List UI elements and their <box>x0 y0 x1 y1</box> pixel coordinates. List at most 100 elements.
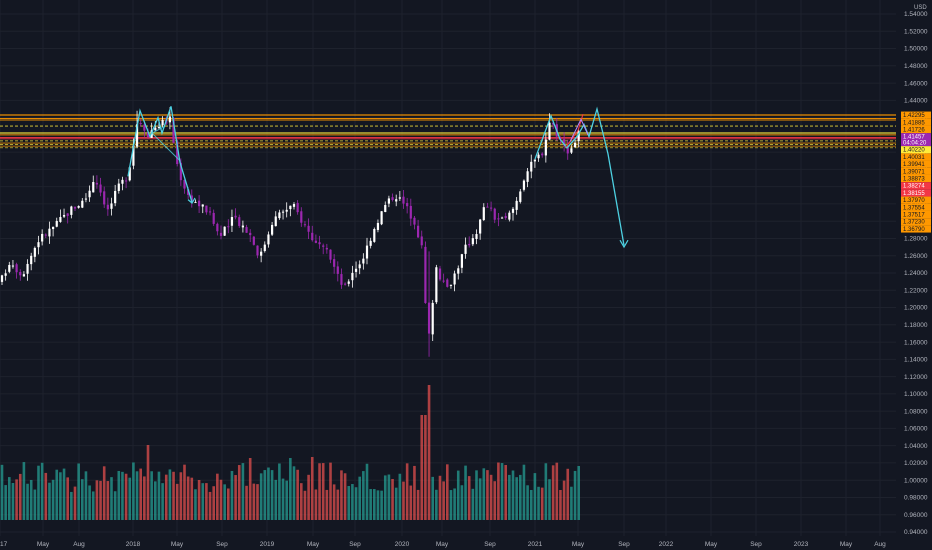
candle-body <box>121 179 124 184</box>
price-tag-label: 1.37554 <box>903 205 925 211</box>
candle-body <box>530 161 533 172</box>
volume-bar <box>383 475 387 520</box>
volume-bar <box>376 490 380 520</box>
candle-body <box>19 272 22 276</box>
price-tag-label: 1.38155 <box>903 191 925 197</box>
candle-body <box>559 137 562 140</box>
candle-body <box>117 183 120 191</box>
price-tag-label: 1.40220 <box>903 148 925 154</box>
candle-body <box>278 212 281 219</box>
price-tick-label: 1.12000 <box>904 374 928 381</box>
candle-body <box>11 265 15 267</box>
volume-bar <box>281 478 285 520</box>
volume-bar <box>22 462 26 520</box>
volume-bar <box>551 465 555 520</box>
candle-body <box>406 203 409 207</box>
time-tick-label: May <box>37 541 50 548</box>
candle-body <box>563 139 566 146</box>
candle-body <box>172 118 175 143</box>
price-tick-label: 1.08000 <box>904 408 928 415</box>
time-tick-label: May <box>572 541 585 548</box>
candle-body <box>347 281 350 284</box>
candle-body <box>475 234 478 240</box>
volume-bar <box>310 457 314 520</box>
candle-body <box>263 244 266 252</box>
horizontal-levels <box>0 114 896 149</box>
price-tag <box>901 210 931 219</box>
candle-body <box>77 206 80 208</box>
volume-bar <box>66 477 69 520</box>
time-axis[interactable]: 17 May Aug 2018 May Sep 2019 May Sep 2020 May Sep 20… <box>0 536 932 550</box>
volume-bar <box>179 472 183 520</box>
volume-bar <box>40 462 44 520</box>
candle-body <box>110 203 113 209</box>
volume-bar <box>26 483 29 520</box>
volume-bar <box>347 486 351 520</box>
volume-bar <box>453 488 456 520</box>
volume-bar <box>504 464 507 520</box>
arrow-head <box>187 197 196 204</box>
time-tick-label: Sep <box>484 541 496 548</box>
volume-bar <box>325 489 329 520</box>
purple-wedge-line <box>569 118 589 142</box>
candle-body <box>230 217 234 226</box>
price-tick-label: 1.44000 <box>904 98 928 105</box>
volume-bar <box>449 490 453 520</box>
candle-body <box>497 218 500 220</box>
time-tick-label: 2020 <box>395 541 410 548</box>
price-tag <box>901 125 931 134</box>
volume-bar <box>91 491 95 520</box>
volume-bar <box>121 471 124 520</box>
candle-body <box>446 279 449 287</box>
candle-body <box>413 217 416 225</box>
candle-body <box>114 190 117 204</box>
candle-body <box>212 212 215 224</box>
candle-body <box>139 123 142 125</box>
candle-body <box>4 273 7 276</box>
price-tag <box>901 189 931 197</box>
volume-bar <box>245 485 248 520</box>
candle-body <box>384 205 387 212</box>
candle-body <box>369 240 372 246</box>
volume-bar <box>420 415 424 520</box>
volume-bar <box>223 484 226 520</box>
candle-body <box>84 198 88 200</box>
price-tag <box>901 225 931 233</box>
candle-body <box>205 205 208 213</box>
candle-body <box>190 195 193 203</box>
candle-body <box>508 212 511 220</box>
candle-body <box>70 206 73 215</box>
volume-bar <box>519 474 522 520</box>
candle-body <box>314 240 317 243</box>
candle-body <box>533 159 536 162</box>
price-axis[interactable]: USD 1.54000 1.52000 1.50000 1.48000 1.46000 1… <box>896 0 932 536</box>
candle-body <box>252 236 255 245</box>
candle-body <box>468 243 471 246</box>
candle-body <box>15 264 18 273</box>
price-tag <box>901 153 931 161</box>
price-tick-label: 1.20000 <box>904 305 928 312</box>
volume-bar <box>143 476 146 520</box>
time-tick-label: 2023 <box>794 541 809 548</box>
candle-body <box>26 263 29 274</box>
price-tick-label: 1.22000 <box>904 287 928 294</box>
projection-arrow-head <box>619 239 629 249</box>
candle-body <box>300 211 303 223</box>
volume-bar <box>102 466 106 520</box>
volume-bar <box>172 471 175 520</box>
volume-bar <box>88 485 91 520</box>
candle-body <box>325 247 328 250</box>
volume-bar <box>424 415 427 520</box>
volume-bar <box>4 485 7 520</box>
volume-bar <box>139 468 142 520</box>
price-tick-label: 1.16000 <box>904 339 928 346</box>
volume-bar <box>559 490 562 520</box>
candle-body <box>249 232 252 236</box>
candle-body <box>179 162 182 181</box>
volume-bar <box>0 464 4 520</box>
candle-body <box>486 206 489 208</box>
volume-bar <box>186 476 190 520</box>
volume-bar <box>274 479 278 520</box>
volume-bar <box>365 463 369 520</box>
